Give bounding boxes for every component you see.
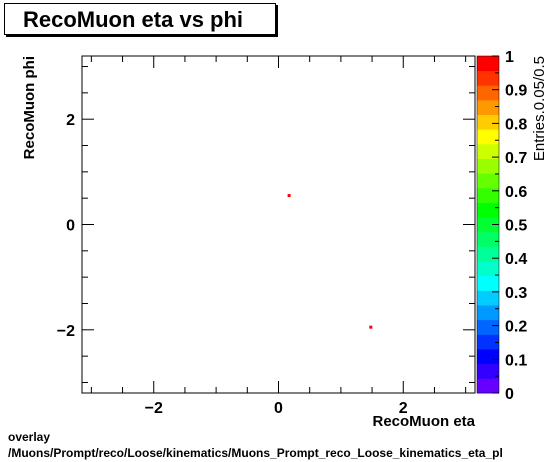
colorbar-tick-label: 0.6 (505, 184, 527, 201)
colorbar-segment (477, 231, 499, 247)
colorbar-segment (477, 85, 499, 101)
footer-path-label: /Muons/Prompt/reco/Loose/kinematics/Muon… (8, 446, 503, 460)
colorbar-tick-label: 0.8 (505, 116, 527, 133)
colorbar-title: Entries.0.05/0.5 (531, 56, 546, 161)
chart-title: RecoMuon eta vs phi (23, 7, 244, 32)
colorbar-segment (477, 275, 499, 291)
data-bin (369, 325, 373, 329)
y-tick-label: −2 (57, 323, 75, 340)
colorbar-tick-label: 0.4 (505, 251, 527, 268)
colorbar-segment (477, 378, 499, 394)
colorbar-tick-label: 0.7 (505, 150, 527, 167)
colorbar-segment (477, 143, 499, 159)
colorbar-segment (477, 114, 499, 130)
colorbar-tick-label: 0.9 (505, 83, 527, 100)
data-bin (287, 194, 291, 198)
chart-title-box: RecoMuon eta vs phi (4, 3, 276, 35)
colorbar-segment (477, 334, 499, 350)
colorbar-tick-label: 0 (505, 386, 514, 403)
y-axis-title: RecoMuon phi (21, 56, 38, 159)
colorbar-tick-label: 1 (505, 49, 514, 66)
plot-frame (81, 55, 476, 394)
x-tick-label: 2 (399, 400, 408, 417)
colorbar-segment (477, 129, 499, 145)
colorbar-segment (477, 70, 499, 86)
colorbar-segment (477, 56, 499, 72)
colorbar-segment (477, 173, 499, 189)
colorbar-segment (477, 158, 499, 174)
colorbar-segment (477, 202, 499, 218)
colorbar-segment (477, 246, 499, 262)
x-tick-label: 0 (274, 400, 283, 417)
colorbar-tick-label: 0.2 (505, 319, 527, 336)
colorbar-segment (477, 217, 499, 233)
x-tick-label: −2 (145, 400, 163, 417)
y-tick-label: 0 (66, 218, 75, 235)
colorbar-segment (477, 99, 499, 116)
colorbar-segment (477, 363, 499, 379)
colorbar-tick-label: 0.5 (505, 218, 527, 235)
colorbar-tick-label: 0.1 (505, 352, 527, 369)
colorbar-segment (477, 290, 499, 306)
y-tick-label: 2 (66, 112, 75, 129)
colorbar-segment (477, 261, 499, 277)
colorbar-segment (477, 305, 499, 321)
colorbar-segment (477, 187, 499, 203)
colorbar-tick-label: 0.3 (505, 285, 527, 302)
footer-overlay-label: overlay (8, 430, 51, 444)
colorbar-segment (477, 319, 499, 335)
x-axis-title: RecoMuon eta (372, 413, 475, 430)
colorbar-segment (477, 349, 499, 365)
